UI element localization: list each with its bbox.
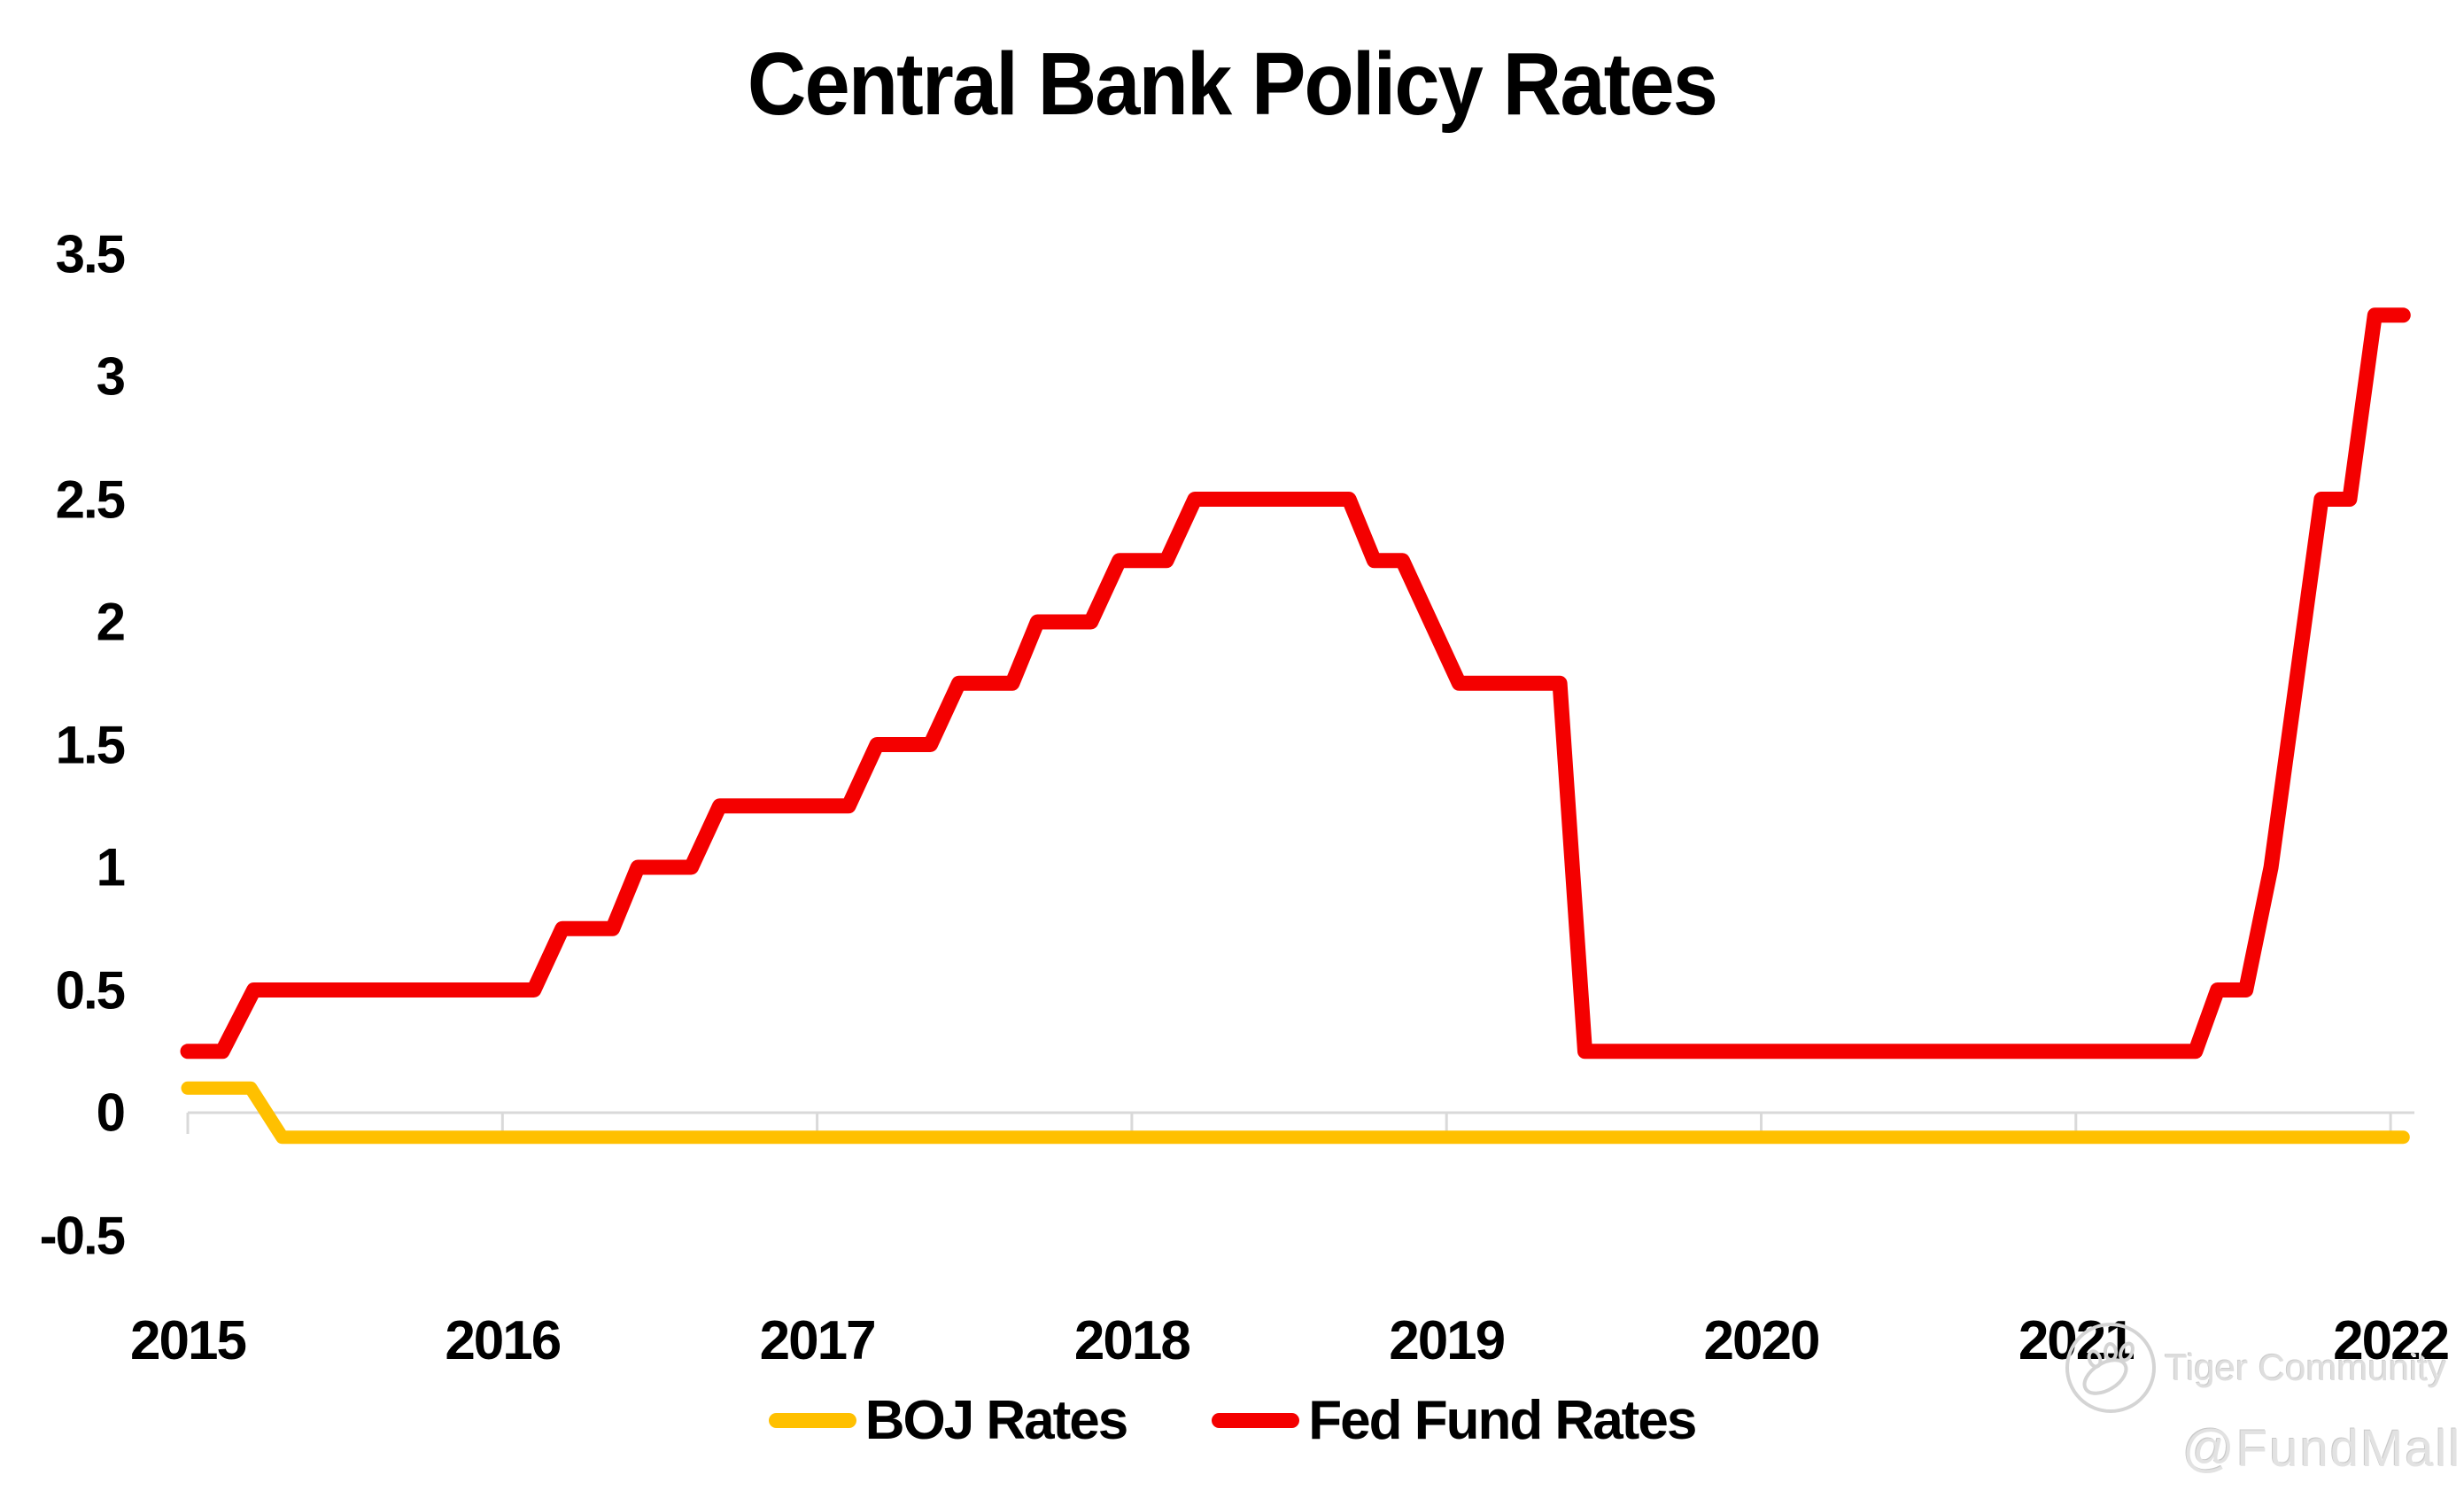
y-axis-label: 2 [96,592,126,652]
x-axis-label: 2019 [1389,1310,1506,1371]
legend-item-boj-rates: BOJ Rates [768,1389,1129,1452]
legend-swatch-fed-fund-rates [1212,1413,1300,1428]
x-axis-label: 2016 [445,1310,562,1371]
y-axis-label: 1.5 [55,715,126,774]
boj-rates-line [181,1081,2410,1145]
watermark-handle-text: @FundMall [2182,1420,2462,1478]
x-axis-label: 2018 [1073,1310,1191,1371]
x-axis-label: 2020 [1703,1310,1821,1371]
legend-label-fed-fund-rates: Fed Fund Rates [1308,1390,1697,1451]
fed-fund-rates-line [180,307,2411,1060]
y-axis-label: 3.5 [55,224,126,283]
x-axis-label: 2017 [759,1310,877,1371]
x-axis-label: 2015 [130,1310,247,1371]
watermark-brand-text: Tiger Community [2165,1347,2447,1388]
legend-item-fed-fund-rates: Fed Fund Rates [1212,1389,1697,1452]
legend-swatch-boj-rates [768,1413,856,1428]
legend-label-boj-rates: BOJ Rates [864,1390,1129,1451]
tiger-paw-logo-icon [2065,1323,2156,1413]
x-axis-label: 2022 [2333,1310,2450,1371]
y-axis-label: 1 [96,837,126,897]
chart-legend: BOJ Rates Fed Fund Rates [0,1389,2464,1452]
chart-title: Central Bank Policy Rates [747,35,1718,134]
y-axis-label: 2.5 [55,470,126,529]
y-axis-label: 0 [96,1083,126,1143]
y-axis-label: -0.5 [39,1206,126,1265]
y-axis-label: 0.5 [55,960,126,1020]
y-axis-label: 3 [96,346,126,407]
